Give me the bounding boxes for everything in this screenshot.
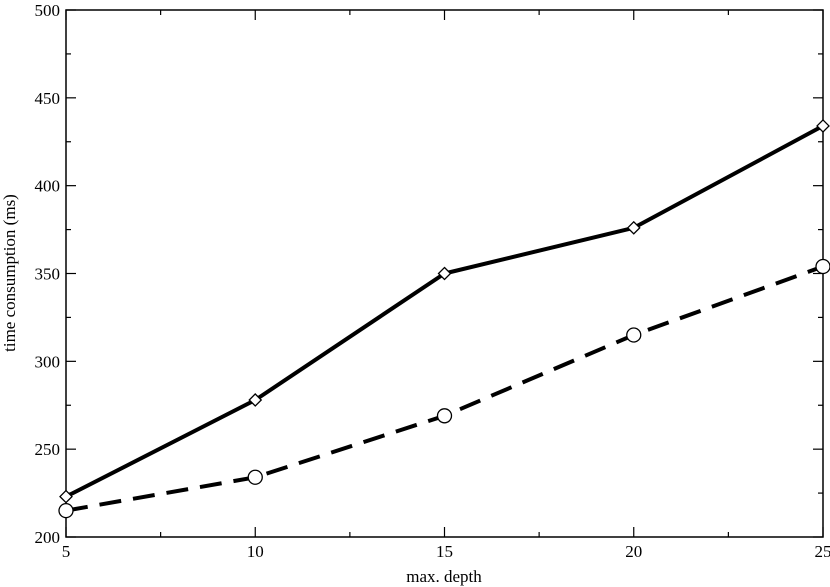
series-2-point (247, 469, 263, 485)
axis-ticks: 5 10 15 20 25 200 250 300 350 400 450 500 (35, 1, 830, 561)
series-1-point (816, 119, 830, 133)
series-2-point (626, 327, 642, 343)
series-1-point (59, 489, 73, 504)
y-tick-label: 250 (35, 440, 61, 459)
series-2-point (815, 258, 830, 275)
x-tick-label: 25 (815, 542, 830, 561)
y-tick-label: 500 (35, 1, 61, 20)
x-tick-label: 10 (247, 542, 264, 561)
series-2-point (58, 502, 74, 519)
x-tick-label: 15 (436, 542, 453, 561)
y-tick-label: 350 (35, 265, 61, 284)
y-tick-label: 400 (35, 177, 61, 196)
series-1-line (65, 124, 824, 499)
x-axis-title: max. depth (406, 567, 482, 586)
x-tick-label: 5 (62, 542, 71, 561)
series-1-point (248, 393, 263, 407)
y-tick-label: 450 (35, 89, 61, 108)
series-1-point (437, 266, 452, 281)
series-1-point (626, 220, 641, 235)
x-tick-label: 20 (625, 542, 642, 561)
series-2-point (436, 408, 453, 424)
y-tick-label: 300 (35, 352, 61, 371)
y-axis-title: time consumption (ms) (0, 194, 19, 352)
series-2-line (65, 264, 824, 513)
y-tick-label: 200 (35, 528, 61, 547)
series-group (58, 119, 830, 519)
